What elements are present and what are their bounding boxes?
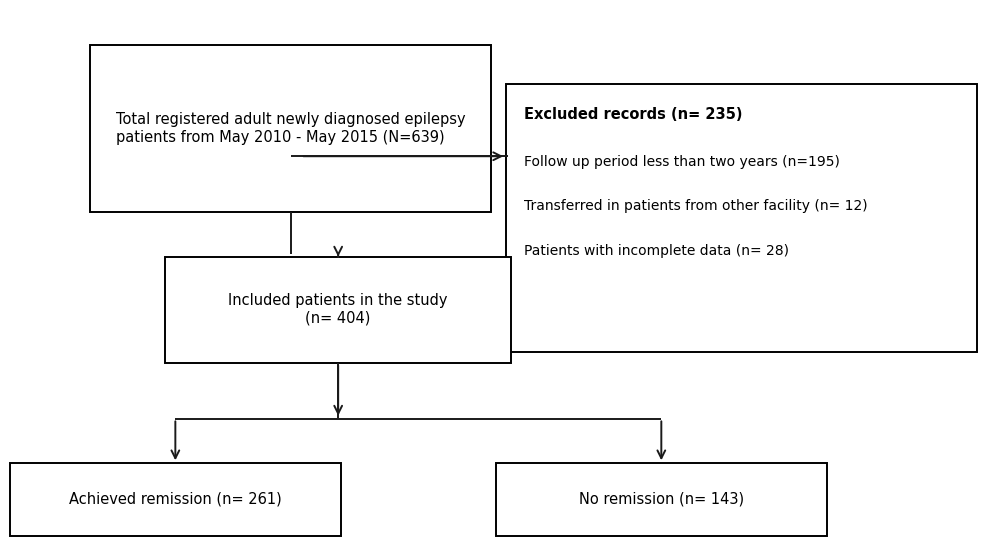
Bar [10, 463, 341, 536]
Text: No remission (n= 143): No remission (n= 143) [579, 492, 743, 507]
Text: Follow up period less than two years (n=195): Follow up period less than two years (n=… [524, 155, 840, 169]
Text: Transferred in patients from other facility (n= 12): Transferred in patients from other facil… [524, 199, 868, 214]
Text: Included patients in the study
(n= 404): Included patients in the study (n= 404) [228, 294, 448, 326]
Text: Achieved remission (n= 261): Achieved remission (n= 261) [69, 492, 282, 507]
Text: Patients with incomplete data (n= 28): Patients with incomplete data (n= 28) [524, 244, 789, 258]
Text: Excluded records (n= 235): Excluded records (n= 235) [524, 107, 742, 122]
Bar [90, 45, 491, 212]
Bar [506, 84, 977, 352]
Text: Total registered adult newly diagnosed epilepsy
patients from May 2010 - May 201: Total registered adult newly diagnosed e… [116, 112, 465, 145]
Bar [165, 257, 511, 363]
Bar [496, 463, 827, 536]
